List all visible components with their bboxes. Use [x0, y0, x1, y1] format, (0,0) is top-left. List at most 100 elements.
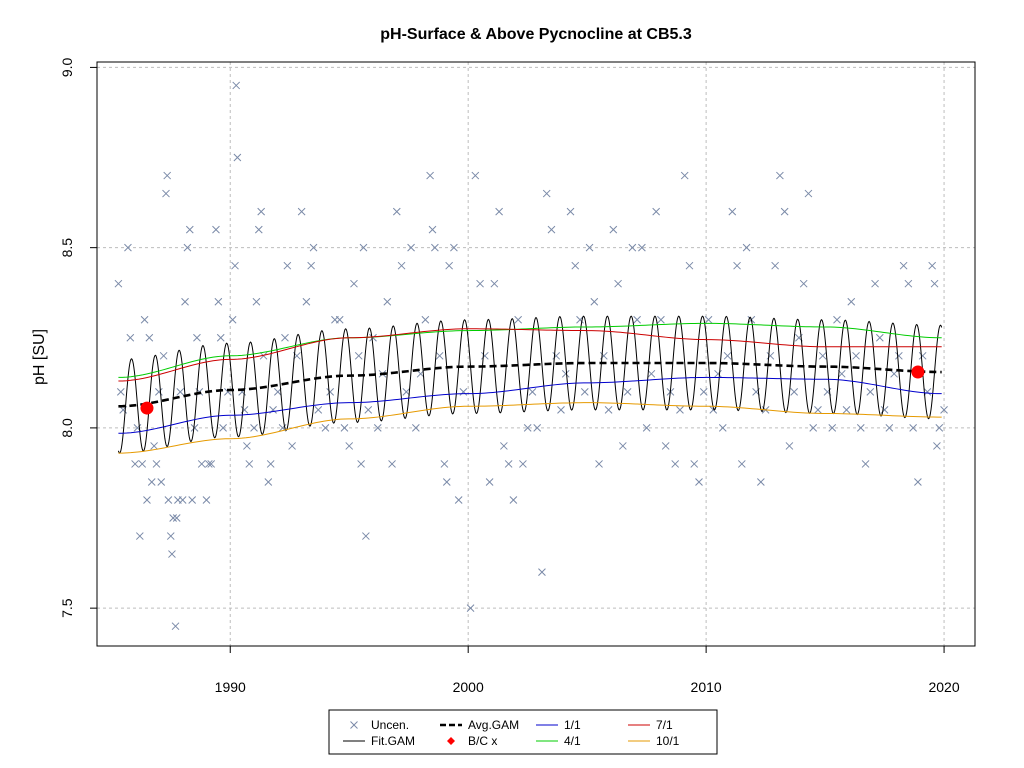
uncen-point-stroke: [495, 207, 503, 216]
uncen-point: [580, 387, 589, 396]
uncen-point-stroke: [163, 171, 172, 180]
uncen-point: [871, 279, 879, 288]
uncen-point-stroke: [852, 351, 860, 360]
uncen-point-stroke: [561, 369, 570, 378]
uncen-point: [935, 424, 944, 432]
uncen-point-stroke: [166, 532, 175, 540]
uncen-point-stroke: [440, 460, 449, 468]
uncen-point: [676, 406, 684, 414]
uncen-point-stroke: [940, 406, 948, 414]
uncen-point: [528, 387, 537, 396]
uncen-point: [281, 333, 289, 342]
uncen-point-stroke: [685, 261, 694, 270]
uncen-point-stroke: [814, 406, 822, 414]
uncen-point-stroke: [785, 442, 794, 450]
uncen-point-stroke: [183, 243, 192, 252]
uncen-point: [519, 460, 527, 468]
uncen-point: [124, 243, 132, 252]
uncen-point-stroke: [357, 460, 365, 468]
uncen-point-stroke: [480, 351, 489, 360]
legend-item: B/C x: [447, 734, 497, 748]
uncen-point-stroke: [809, 424, 818, 432]
uncen-point-stroke: [354, 351, 363, 360]
uncen-point-stroke: [133, 424, 142, 432]
uncen-point: [171, 622, 180, 631]
uncen-point: [790, 387, 799, 396]
series-line-4-1: [118, 322, 942, 378]
uncen-point: [152, 460, 161, 468]
uncen-point-stroke: [435, 351, 444, 360]
uncen-point-stroke: [212, 225, 220, 234]
uncen-point-stroke: [428, 225, 437, 234]
uncen-point-stroke: [856, 424, 865, 432]
uncen-point: [733, 261, 741, 270]
uncen-point-stroke: [364, 406, 373, 414]
uncen-point-stroke: [214, 297, 223, 306]
uncen-point-stroke: [411, 424, 420, 432]
uncen-point: [856, 424, 865, 432]
uncen-point-stroke: [590, 297, 599, 306]
uncen-point-stroke: [421, 315, 430, 324]
x-tick-label: 1990: [215, 679, 246, 695]
uncen-point: [561, 369, 570, 378]
uncen-point: [219, 424, 227, 432]
uncen-point: [362, 532, 370, 540]
uncen-point-stroke: [930, 279, 939, 288]
uncen-point: [495, 207, 503, 216]
uncen-point-stroke: [257, 207, 266, 216]
uncen-point: [140, 315, 149, 324]
uncen-point: [728, 207, 737, 216]
uncen-point: [135, 532, 144, 540]
uncen-point: [250, 424, 258, 432]
legend-label: B/C x: [468, 734, 497, 748]
legend: Uncen. Avg.GAM 1/1 7/1 Fit.GAM B/C x 4/1 10/1: [328, 709, 718, 755]
uncen-point: [657, 315, 665, 324]
legend-item: 1/1: [536, 718, 581, 732]
legend-item: Uncen.: [350, 718, 409, 732]
chart-title: pH-Surface & Above Pycnocline at CB5.3: [380, 26, 692, 43]
uncen-point-stroke: [124, 243, 132, 252]
uncen-point: [533, 424, 542, 432]
uncen-point-stroke: [842, 406, 851, 414]
uncen-point-stroke: [264, 478, 273, 486]
uncen-point: [680, 171, 689, 180]
uncen-point: [266, 460, 275, 468]
uncen-point-stroke: [885, 424, 894, 432]
uncen-point-stroke: [135, 532, 144, 540]
uncen-point: [590, 297, 599, 306]
x-tick-label: 2020: [928, 679, 959, 695]
uncen-point: [459, 387, 468, 396]
uncen-point-stroke: [168, 550, 176, 558]
uncen-point-stroke: [519, 460, 527, 468]
legend-dot-symbol: [447, 737, 455, 745]
uncen-point-stroke: [402, 387, 411, 396]
uncen-point: [940, 406, 948, 414]
legend-label: Uncen.: [371, 718, 409, 732]
uncen-point: [704, 315, 713, 324]
uncen-point: [547, 225, 556, 234]
uncen-point-stroke: [278, 424, 287, 432]
legend-label: Fit.GAM: [371, 734, 415, 748]
uncen-point: [435, 351, 444, 360]
uncen-point: [723, 351, 732, 360]
uncen-point-stroke: [373, 424, 382, 432]
uncen-point: [163, 171, 172, 180]
uncen-point-stroke: [345, 442, 354, 450]
uncen-point-stroke: [742, 243, 751, 252]
uncen-point: [183, 243, 192, 252]
uncen-point-stroke: [202, 496, 211, 504]
uncen-point: [490, 279, 499, 288]
uncen-point-stroke: [126, 333, 135, 342]
uncen-point: [314, 406, 323, 414]
uncen-point-stroke: [233, 153, 242, 162]
uncen-point: [918, 351, 927, 360]
uncen-point: [585, 243, 594, 252]
uncen-point-stroke: [776, 171, 784, 180]
uncen-point-stroke: [647, 369, 656, 378]
uncen-point: [442, 478, 451, 486]
uncen-point: [373, 424, 382, 432]
uncen-point-stroke: [219, 424, 227, 432]
uncen-point-stroke: [718, 424, 727, 432]
uncen-point-stroke: [528, 387, 537, 396]
